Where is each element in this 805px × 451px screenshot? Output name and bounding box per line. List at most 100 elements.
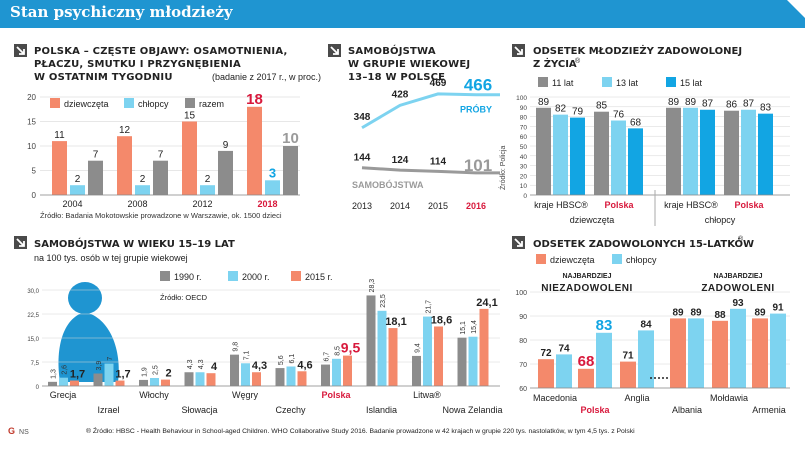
p4-data-label: 5,6	[278, 355, 285, 365]
p4-data-label: 15,4	[471, 320, 478, 334]
p2-line-samobojstwa	[361, 166, 500, 175]
p1-arrow-icon-glyph	[16, 46, 25, 55]
p5-data-label: 72	[540, 348, 552, 359]
p4-xtick: Węgry	[232, 390, 259, 400]
p4-bar	[297, 371, 307, 386]
p4-data-label: 4,3	[252, 360, 267, 372]
p5-data-label: 88	[714, 310, 726, 321]
p3-arrow-icon-glyph	[514, 46, 523, 55]
p4-data-label: 4	[211, 361, 218, 373]
p4-data-label: 23,5	[380, 294, 387, 308]
p3-group-label: Polska	[734, 200, 764, 210]
p5-data-label: 68	[578, 353, 595, 370]
p2-series-label-proby: PRÓBY	[460, 104, 492, 115]
p1-xtick: 2018	[257, 199, 277, 209]
p4-source: Źródło: OECD	[160, 293, 208, 302]
p1-data-label: 7	[158, 150, 164, 161]
p4-data-label: 15,1	[460, 321, 467, 335]
p1-bar	[247, 106, 262, 195]
p2-xtick: 2013	[352, 201, 372, 211]
p3-bar	[611, 120, 626, 195]
p3-title-line: ODSETEK MŁODZIEŻY ZADOWOLONEJ	[533, 43, 742, 57]
p4-bar	[366, 295, 376, 386]
p4-xtick: Czechy	[275, 405, 306, 415]
p5-data-label: 71	[622, 351, 634, 362]
p1-bar	[52, 141, 67, 195]
p2-data-label: 114	[430, 156, 447, 167]
p3-ytick: 60	[520, 134, 528, 141]
p1-legend-boys-label: chłopcy	[138, 99, 169, 109]
p5-bar	[712, 320, 728, 388]
p4-data-label: 7,1	[244, 350, 251, 360]
p3-legend-13-swatch	[602, 77, 612, 87]
p4-ytick: 22,5	[27, 313, 39, 319]
p2-data-label-highlight: 466	[464, 76, 492, 95]
p4-arrow-icon-glyph	[16, 238, 25, 247]
p5-bar	[578, 368, 594, 388]
p4-data-label: 4,6	[297, 359, 312, 371]
p2-data-label: 124	[392, 155, 409, 166]
p3-legend-11-swatch	[538, 77, 548, 87]
p3-bar	[724, 110, 739, 195]
p3-ytick: 0	[523, 193, 527, 200]
p4-bar	[195, 372, 205, 386]
p1-ytick: 10	[27, 142, 36, 151]
p5-data-label: 89	[754, 307, 766, 318]
p2-xtick: 2016	[466, 201, 486, 211]
p4-data-label: 6,7	[324, 352, 331, 362]
p4-data-label: 4,3	[198, 359, 205, 369]
p3-data-label: 76	[613, 110, 625, 121]
p5-xtick: Albania	[672, 405, 702, 415]
p4-legend-1990-label: 1990 r.	[174, 272, 202, 282]
p3-data-label: 89	[668, 97, 680, 108]
p5-legend-girls-swatch	[536, 254, 546, 264]
p4-data-label: 21,7	[426, 300, 433, 314]
p4-bar	[377, 310, 387, 386]
p4-bar	[70, 380, 79, 386]
p2-title-line: W GRUPIE WIEKOWEJ	[348, 59, 470, 70]
p4-legend-1990-swatch	[160, 271, 170, 281]
p5-data-label: 74	[558, 343, 570, 354]
p1-data-label: 12	[119, 125, 131, 136]
p5-xtick: Macedonia	[533, 393, 577, 403]
p3-data-label: 86	[726, 100, 738, 111]
p4-xtick: Włochy	[139, 390, 169, 400]
p3-bar	[553, 114, 568, 195]
p2-data-label: 469	[430, 78, 447, 89]
p1-title-line: POLSKA – CZĘSTE OBJAWY: OSAMOTNIENIA,	[34, 46, 287, 57]
p5-ytick: 80	[519, 338, 527, 345]
p4-bar	[343, 355, 352, 386]
p4-data-label: 2,5	[153, 365, 160, 375]
p5-bar	[538, 359, 554, 388]
p5-bar	[752, 318, 768, 388]
p3-bar	[700, 109, 715, 195]
p4-bar	[286, 366, 296, 386]
header-corner	[787, 0, 805, 18]
p2-xtick: 2015	[428, 201, 448, 211]
p5-legend-girls-label: dziewczęta	[550, 255, 595, 265]
p3-legend-13-label: 13 lat	[616, 78, 639, 88]
p3-ytick: 20	[520, 173, 528, 180]
p4-ytick: 30,0	[27, 289, 39, 295]
p3-title-mark: ®	[575, 57, 581, 65]
p4-data-label: 18,6	[431, 314, 452, 326]
p4-ytick: 15,0	[27, 337, 39, 343]
p5-ytick: 90	[519, 314, 527, 321]
p4-data-label: 6,1	[289, 354, 296, 364]
p5-bar	[556, 354, 572, 388]
p4-bar	[139, 379, 148, 386]
p1-ytick: 20	[27, 93, 36, 102]
p1-data-label: 2	[75, 174, 81, 185]
p1-legend-boys-swatch	[124, 98, 134, 108]
p4-data-label: 4,3	[187, 359, 194, 369]
p4-xtick: Izrael	[97, 405, 119, 415]
p3-bar	[666, 107, 681, 195]
p2-data-label: 428	[392, 89, 409, 100]
p1-bar	[88, 160, 103, 195]
p1-data-label: 18	[246, 91, 263, 108]
p5-ytick: 60	[519, 386, 527, 393]
p3-data-label: 68	[630, 117, 642, 128]
p3-group-label: kraje HBSC®	[664, 200, 718, 210]
publisher-logo: G NS	[8, 426, 29, 436]
